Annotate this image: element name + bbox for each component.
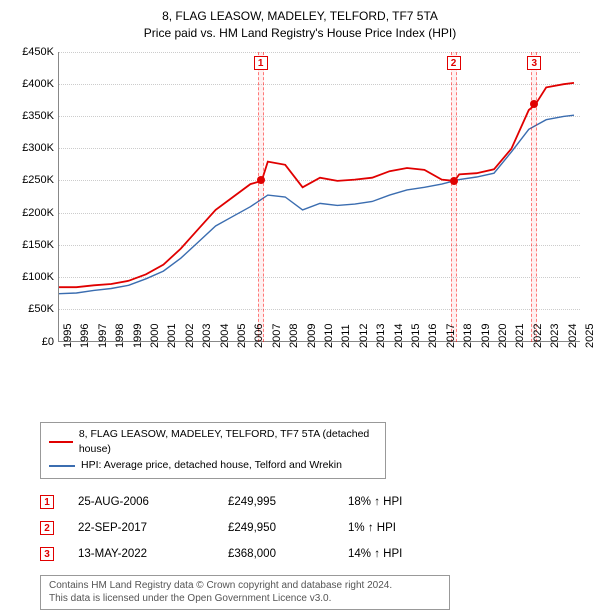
y-tick-label: £350K	[22, 110, 54, 122]
x-tick-label: 2014	[393, 323, 405, 347]
event-marker-2	[450, 177, 458, 185]
event-row-pct: 18% ↑ HPI	[348, 496, 402, 508]
event-band-3	[531, 52, 537, 342]
event-badge-3: 3	[527, 56, 541, 70]
legend-label-price-paid: 8, FLAG LEASOW, MADELEY, TELFORD, TF7 5T…	[79, 427, 377, 459]
x-tick-label: 2005	[236, 323, 248, 347]
footer-box: Contains HM Land Registry data © Crown c…	[40, 575, 450, 610]
x-tick-label: 2009	[306, 323, 318, 347]
x-tick-label: 2023	[549, 323, 561, 347]
events-table: 1 25-AUG-2006£249,99518% ↑ HPI 2 22-SEP-201…	[40, 489, 588, 567]
y-tick-label: £150K	[22, 239, 54, 251]
series-hpi	[59, 115, 574, 294]
event-row-3: 3 13-MAY-2022£368,00014% ↑ HPI	[40, 541, 588, 567]
event-row-badge: 2	[40, 521, 54, 535]
event-marker-3	[530, 100, 538, 108]
x-tick-label: 2020	[497, 323, 509, 347]
y-tick-label: £200K	[22, 207, 54, 219]
x-tick-label: 2021	[514, 323, 526, 347]
x-tick-label: 2013	[375, 323, 387, 347]
y-tick-label: £450K	[22, 46, 54, 58]
legend-row-hpi: HPI: Average price, detached house, Telf…	[49, 458, 377, 474]
x-tick-label: 2006	[253, 323, 265, 347]
x-tick-label: 1996	[79, 323, 91, 347]
x-tick-label: 2007	[271, 323, 283, 347]
footer-line-2: This data is licensed under the Open Gov…	[49, 592, 441, 606]
event-row-pct: 14% ↑ HPI	[348, 548, 402, 560]
x-tick-label: 2003	[201, 323, 213, 347]
series-price_paid	[59, 82, 574, 286]
x-tick-label: 1999	[132, 323, 144, 347]
x-tick-label: 2018	[462, 323, 474, 347]
x-tick-label: 2008	[288, 323, 300, 347]
x-tick-label: 2012	[358, 323, 370, 347]
event-row-price: £368,000	[228, 548, 348, 560]
x-tick-label: 2025	[584, 323, 596, 347]
legend-label-hpi: HPI: Average price, detached house, Telf…	[81, 458, 342, 474]
event-badge-1: 1	[254, 56, 268, 70]
legend-swatch-price-paid	[49, 441, 73, 443]
legend-box: 8, FLAG LEASOW, MADELEY, TELFORD, TF7 5T…	[40, 422, 386, 479]
event-badge-2: 2	[447, 56, 461, 70]
legend-swatch-hpi	[49, 465, 75, 467]
event-row-date: 22-SEP-2017	[78, 522, 228, 534]
event-row-price: £249,950	[228, 522, 348, 534]
event-row-badge: 1	[40, 495, 54, 509]
event-band-2	[451, 52, 457, 342]
x-tick-label: 1995	[62, 323, 74, 347]
x-tick-label: 2024	[567, 323, 579, 347]
event-band-1	[258, 52, 264, 342]
y-tick-label: £300K	[22, 142, 54, 154]
x-tick-label: 2001	[166, 323, 178, 347]
x-tick-label: 2004	[219, 323, 231, 347]
event-row-date: 25-AUG-2006	[78, 496, 228, 508]
chart-container: 8, FLAG LEASOW, MADELEY, TELFORD, TF7 5T…	[0, 0, 600, 590]
event-row-1: 1 25-AUG-2006£249,99518% ↑ HPI	[40, 489, 588, 515]
x-tick-label: 2002	[184, 323, 196, 347]
event-marker-1	[257, 176, 265, 184]
x-tick-label: 1997	[97, 323, 109, 347]
line-series-svg	[59, 52, 581, 342]
title-line-2: Price paid vs. HM Land Registry's House …	[12, 25, 588, 42]
event-row-pct: 1% ↑ HPI	[348, 522, 396, 534]
y-tick-label: £0	[42, 336, 54, 348]
chart-area: £0 £50K £100K £150K £200K £250K £300K £350K £400…	[12, 48, 588, 378]
event-row-date: 13-MAY-2022	[78, 548, 228, 560]
title-line-1: 8, FLAG LEASOW, MADELEY, TELFORD, TF7 5T…	[12, 8, 588, 25]
y-tick-label: £50K	[28, 303, 54, 315]
x-tick-label: 1998	[114, 323, 126, 347]
x-tick-label: 2019	[480, 323, 492, 347]
footer-line-1: Contains HM Land Registry data © Crown c…	[49, 579, 441, 593]
plot-region	[58, 52, 580, 342]
y-tick-label: £400K	[22, 78, 54, 90]
y-tick-label: £250K	[22, 174, 54, 186]
event-row-2: 2 22-SEP-2017£249,9501% ↑ HPI	[40, 515, 588, 541]
event-row-price: £249,995	[228, 496, 348, 508]
x-tick-label: 2000	[149, 323, 161, 347]
x-tick-label: 2011	[340, 324, 352, 348]
x-tick-label: 2015	[410, 323, 422, 347]
x-tick-label: 2017	[445, 323, 457, 347]
x-tick-label: 2016	[427, 323, 439, 347]
y-tick-label: £100K	[22, 271, 54, 283]
event-row-badge: 3	[40, 547, 54, 561]
legend-row-price-paid: 8, FLAG LEASOW, MADELEY, TELFORD, TF7 5T…	[49, 427, 377, 459]
x-tick-label: 2010	[323, 323, 335, 347]
x-tick-label: 2022	[532, 323, 544, 347]
